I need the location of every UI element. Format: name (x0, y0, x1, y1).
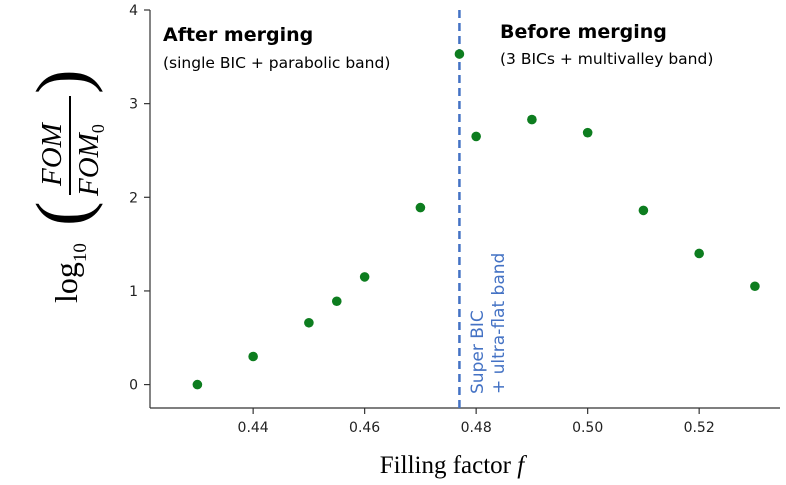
y-axis-left-paren: ( (22, 201, 104, 226)
y-axis-numerator: FOM (36, 121, 68, 187)
after-merging-title: After merging (163, 24, 313, 46)
super-bic-label: Super BIC (468, 310, 488, 394)
data-point (750, 281, 760, 292)
data-point (454, 49, 465, 59)
y-axis-title: log10 ( FOM FOM0 ) (22, 69, 108, 303)
data-point (638, 205, 649, 216)
y-tick-label: 2 (129, 190, 138, 206)
y-tick-label: 0 (129, 378, 138, 394)
data-point (304, 317, 314, 328)
x-tick-label: 0.44 (238, 420, 269, 436)
x-tick-label: 0.46 (349, 420, 380, 436)
data-point (471, 131, 481, 142)
y-tick-label: 4 (129, 3, 138, 19)
y-tick-label: 3 (129, 97, 138, 113)
data-point (359, 272, 370, 282)
x-ticks: 0.44 0.46 0.48 0.50 0.52 (238, 408, 715, 436)
data-point (694, 248, 704, 259)
y-axis-right-paren: ) (22, 69, 104, 94)
before-merging-title: Before merging (500, 21, 667, 43)
x-tick-label: 0.48 (461, 420, 492, 436)
super-bic-annotation: Super BIC + ultra-flat band (468, 253, 509, 394)
data-point (331, 296, 342, 307)
ultra-flat-band-label: + ultra-flat band (489, 253, 509, 394)
data-point (582, 127, 593, 138)
after-merging-subtitle: (single BIC + parabolic band) (163, 54, 390, 72)
x-tick-label: 0.52 (684, 420, 715, 436)
data-point (415, 202, 426, 213)
data-point (527, 114, 537, 125)
x-tick-label: 0.50 (572, 420, 603, 436)
before-merging-subtitle: (3 BICs + multivalley band) (500, 50, 713, 68)
data-points (192, 49, 760, 390)
y-tick-label: 1 (129, 284, 138, 300)
y-axis-log: log10 (48, 243, 91, 303)
data-point (192, 379, 203, 390)
y-ticks: 0 1 2 3 4 (129, 3, 150, 394)
y-axis-denominator: FOM0 (73, 124, 108, 197)
data-point (248, 351, 258, 362)
x-axis-title: Filling factor f (380, 452, 527, 479)
